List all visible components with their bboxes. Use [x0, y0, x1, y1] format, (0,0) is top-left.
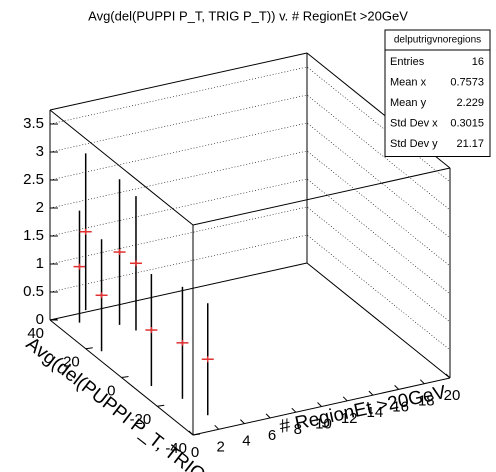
stats-box [384, 29, 491, 157]
x-tick [419, 379, 425, 385]
stats-label: Std Dev y [390, 138, 438, 150]
x-tick [394, 385, 399, 390]
stats-label: Mean x [390, 77, 427, 89]
marker [145, 327, 158, 334]
x-tick [342, 396, 348, 402]
grid-line [49, 94, 451, 211]
y-tick [192, 433, 201, 436]
x-tick [188, 430, 194, 436]
box-edge [49, 52, 308, 111]
z-tick-label: 1 [36, 255, 44, 272]
box-edge [49, 109, 194, 226]
stats-value: 0.7573 [450, 77, 484, 89]
y-tick-label: -40 [165, 440, 187, 457]
x-tick-label: 12 [341, 410, 358, 427]
marker [95, 292, 108, 299]
x-tick-label: 6 [268, 427, 276, 444]
x-tick [240, 419, 245, 424]
y-tick-label: -20 [130, 411, 152, 428]
y-tick [121, 376, 129, 378]
x-tick [214, 424, 220, 430]
stats-value: 0.3015 [450, 118, 484, 130]
grid-line [49, 66, 451, 183]
z-tick-label: 1.5 [23, 227, 44, 244]
x-tick [317, 402, 322, 407]
x-tick [265, 413, 271, 419]
x-tick-label: 20 [444, 387, 461, 404]
x-tick [291, 407, 297, 413]
stats-value: 16 [472, 56, 484, 68]
grid-line [49, 150, 451, 267]
y-tick-label: 40 [27, 325, 44, 342]
y-tick [85, 347, 93, 350]
stats-value: 2.229 [456, 97, 484, 109]
x-tick-label: 10 [315, 415, 332, 432]
x-tick-label: 18 [418, 393, 435, 410]
z-tick-label: 3.5 [23, 115, 44, 132]
marker [73, 263, 86, 270]
y-tick-label: 20 [63, 354, 80, 371]
y-tick [49, 318, 58, 321]
x-tick-label: 8 [294, 421, 302, 438]
y-tick-label: 0 [107, 382, 115, 399]
stats-label: Entries [390, 56, 425, 68]
stats-title: delputrigvnoregions [394, 35, 481, 46]
marker [201, 356, 214, 363]
stats-label: Mean y [390, 97, 427, 109]
x-tick [445, 373, 451, 379]
x-tick-label: 14 [367, 404, 384, 421]
marker [176, 339, 189, 346]
grid-line [49, 122, 451, 239]
x-tick-label: 2 [217, 438, 225, 455]
marker [129, 260, 142, 267]
x-tick-label: 0 [191, 444, 199, 461]
z-tick-label: 2.5 [23, 171, 44, 188]
z-tick-label: 2 [36, 199, 44, 216]
y-tick [157, 404, 165, 407]
z-tick-label: 3 [36, 143, 44, 160]
x-tick [368, 390, 374, 396]
x-tick-label: 4 [242, 433, 250, 450]
x-tick-label: 16 [392, 398, 409, 415]
marker [113, 249, 126, 256]
stats-label: Std Dev x [390, 118, 438, 130]
z-tick-label: 0.5 [23, 283, 44, 300]
chart-title: Avg(del(PUPPI P_T, TRIG P_T)) v. # Regio… [88, 8, 408, 23]
marker [79, 228, 92, 235]
box-edge [192, 167, 451, 226]
stats-value: 21.17 [456, 138, 484, 150]
z-tick-label: 0 [36, 311, 44, 328]
